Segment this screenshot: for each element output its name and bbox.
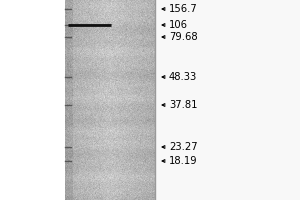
- Text: 18.19: 18.19: [169, 156, 197, 166]
- Bar: [154, 0, 300, 200]
- Text: 156.7: 156.7: [169, 4, 198, 14]
- Text: 48.33: 48.33: [169, 72, 197, 82]
- Text: 23.27: 23.27: [169, 142, 197, 152]
- Text: 79.68: 79.68: [169, 32, 197, 42]
- Bar: [64, 0, 154, 200]
- Text: 106: 106: [169, 20, 188, 30]
- Text: 37.81: 37.81: [169, 100, 197, 110]
- Bar: [0, 0, 64, 200]
